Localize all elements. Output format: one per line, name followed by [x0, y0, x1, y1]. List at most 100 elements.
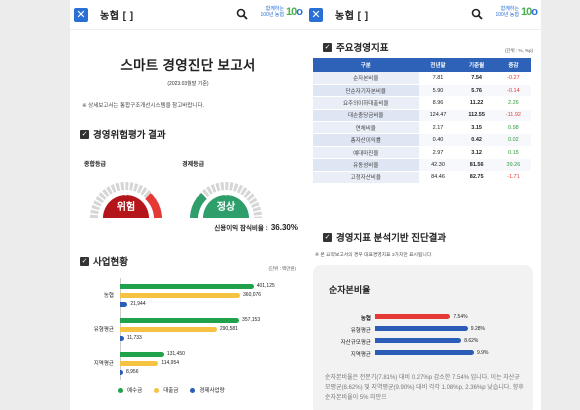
kpi-row-diff: 39.26 — [495, 158, 531, 172]
bar-value-label: 401,125 — [256, 283, 275, 289]
checkbox-icon: ✓ — [80, 129, 89, 139]
kpi-row-prev: 0.40 — [418, 133, 458, 147]
checkbox-icon: ✓ — [80, 256, 89, 266]
diagnosis-section-title: 경영지표 분석기반 진단결과 — [336, 233, 447, 244]
ratio-bar — [375, 314, 451, 319]
checkbox-icon: ✓ — [323, 232, 332, 242]
bar-value-label: 8,956 — [125, 369, 139, 375]
legend-label: 대출금 — [163, 388, 179, 394]
kpi-row-diff: -0.27 — [495, 72, 531, 85]
kpi-row-name: 고정자산비율 — [313, 171, 419, 185]
kpi-row-name: 연체비율 — [313, 121, 419, 135]
kpi-row-cur: 82.75 — [457, 171, 496, 185]
bar-value-label: 114,954 — [161, 360, 180, 366]
kpi-row-cur: 5.76 — [457, 84, 496, 98]
kpi-row-name: 순자본비율 — [313, 72, 419, 85]
kpi-row-cur: 3.15 — [457, 121, 496, 135]
kpi-col-prev: 전년말 — [418, 58, 458, 72]
business-section-header: ✓ 사업현황 — [80, 254, 128, 268]
report-note: ※ 상세보고서는 통합구조개선시스템을 참고바랍니다. — [82, 103, 205, 109]
ratio-value: 9.9% — [477, 350, 489, 356]
bar-value-label: 21,944 — [130, 301, 146, 307]
nh-logo: 함께하는 100년 농협 10o — [260, 6, 302, 18]
kpi-unit: (단위 : %, %p) — [504, 48, 533, 53]
report-title: 스마트 경영진단 보고서 — [120, 58, 256, 73]
chart-bar — [120, 284, 254, 289]
kpi-row-cur: 7.54 — [457, 72, 496, 85]
kpi-row-diff: -11.92 — [495, 109, 531, 123]
kpi-row-name: 유동성비율 — [313, 158, 419, 172]
kpi-row-name: 대손충당금비율 — [313, 109, 419, 123]
chart-legend: 예수금 대출금 경제사업량 — [118, 386, 225, 394]
kpi-row-name: 총자산이익률 — [313, 133, 419, 147]
kpi-row-diff: 0.15 — [495, 146, 531, 160]
kpi-row: 고정자산비율 84.46 82.75 -1.71 — [313, 171, 531, 185]
kpi-row-prev: 42.30 — [418, 158, 458, 172]
kpi-section-title: 주요경영지표 — [336, 43, 389, 54]
kpi-row: 총자산이익률 0.40 0.42 0.02 — [313, 133, 531, 147]
nh-logo: 함께하는 100년 농협 10o — [495, 6, 537, 18]
business-unit: (단위 : 백만원) — [268, 266, 296, 271]
close-button[interactable]: ✕ — [309, 7, 323, 22]
close-button[interactable]: ✕ — [74, 7, 88, 22]
search-icon[interactable] — [471, 8, 483, 20]
bar-value-label: 360,076 — [243, 292, 262, 298]
kpi-row-prev: 124.47 — [418, 109, 458, 123]
kpi-table: 구분 전년말 기준월 증감 순자본비율 7.81 7.54 -0.27 단순자기자본비율… — [313, 58, 531, 185]
diagnosis-card-title: 순자본비율 — [329, 285, 371, 295]
gauge1-grade: 5 등급 — [119, 191, 133, 197]
kpi-col-diff: 증감 — [495, 58, 531, 72]
category-label: 지역평균 — [93, 361, 114, 367]
legend-dot-icon — [190, 387, 196, 393]
chart-bar — [120, 318, 240, 323]
ratio-bar — [375, 326, 468, 331]
risk-section-title: 경영위험평가 결과 — [93, 130, 166, 141]
business-section-title: 사업현황 — [93, 257, 128, 268]
bar-value-label: 357,153 — [242, 317, 261, 323]
gauge1-status: 위험 — [116, 202, 136, 213]
chart-bar — [120, 352, 164, 357]
kpi-row-prev: 7.81 — [418, 72, 458, 85]
kpi-row-name: 예대마진율 — [313, 146, 419, 160]
checkbox-icon: ✓ — [323, 42, 332, 52]
ratio-row: 유형평균 9.28% — [313, 325, 533, 334]
chart-bar — [120, 361, 159, 366]
ratio-value: 8.62% — [464, 338, 479, 344]
report-date: (2023.03월말 기준) — [167, 81, 209, 87]
risk-section-header: ✓ 경영위험평가 결과 — [80, 127, 306, 141]
chart-category-group: 유형평균 357,153 290,581 11,733 — [80, 312, 300, 346]
bar-value-label: 290,581 — [219, 326, 238, 332]
chart-bar — [120, 336, 124, 341]
legend-item: 예수금 — [118, 386, 142, 394]
ratio-value: 7.54% — [453, 314, 468, 320]
credit-label: 신용이익 잠식비율 : — [214, 225, 268, 232]
legend-dot-icon — [154, 387, 160, 393]
business-bar-chart: 농협 401,125 360,076 21,944 유형평균 357,153 290,581… — [80, 278, 300, 380]
kpi-row-prev: 8.96 — [418, 96, 458, 110]
chart-bar — [120, 302, 128, 307]
diagnosis-text: 순자본비율은 전분기(7.81%) 대비 0.27%p 감소한 7.54% 입니… — [325, 375, 524, 401]
gauge2-grade: 5 등급 — [219, 191, 233, 197]
kpi-row: 단순자기자본비율 5.90 5.76 -0.14 — [313, 84, 531, 98]
kpi-row-prev: 84.46 — [418, 171, 458, 185]
kpi-col-cur: 기준월 — [457, 58, 496, 72]
gauge2-label: 경제등급 — [182, 162, 205, 168]
search-icon[interactable] — [236, 8, 248, 20]
diagnosis-section-header: ✓ 경영지표 분석기반 진단결과 — [323, 230, 446, 244]
report-panel-right: ✕ 농협 [ ] 함께하는 100년 농협 10o ✓ 주요경영지표 (단위 : … — [305, 0, 541, 410]
legend-dot-icon — [118, 387, 123, 393]
chart-category-group: 지역평균 131,450 114,954 8,956 — [80, 346, 300, 380]
ratio-row: 자산규모평균 8.62% — [313, 337, 533, 346]
ratio-bar — [375, 350, 474, 355]
kpi-col-name: 구분 — [313, 58, 419, 72]
header: ✕ 농협 [ ] 함께하는 100년 농협 10o — [305, 0, 541, 30]
ratio-bar — [375, 338, 462, 343]
header: ✕ 농협 [ ] 함께하는 100년 농협 10o — [70, 0, 306, 30]
chart-bar — [120, 370, 123, 375]
bar-value-label: 11,733 — [126, 335, 142, 341]
kpi-row-name: 요주의이하대출비율 — [313, 96, 419, 110]
ratio-value: 9.28% — [470, 326, 485, 332]
kpi-section-header: ✓ 주요경영지표 — [323, 40, 388, 54]
chart-category-group: 농협 401,125 360,076 21,944 — [80, 278, 300, 312]
legend-label: 예수금 — [127, 388, 143, 394]
